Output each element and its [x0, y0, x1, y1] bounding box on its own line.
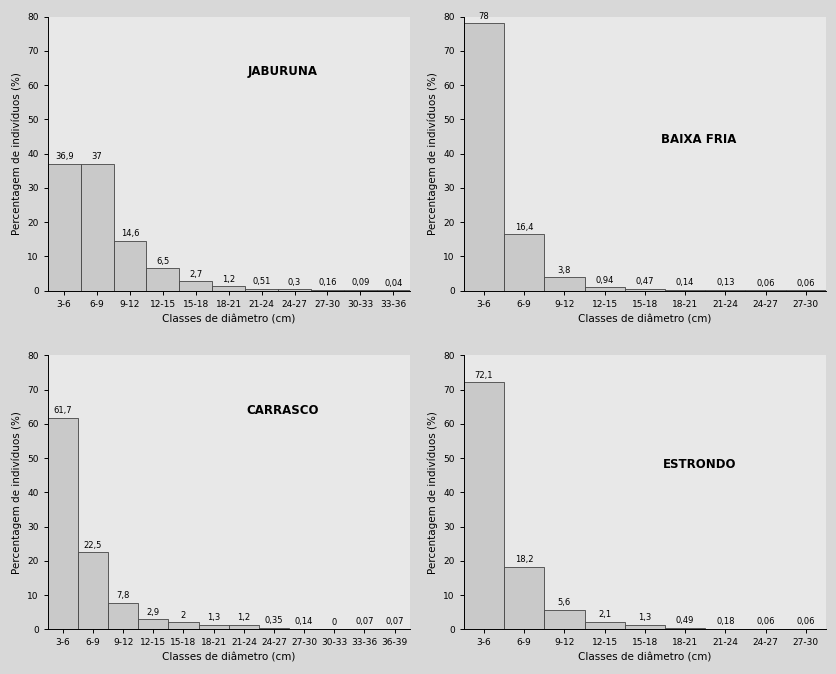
Text: 37: 37: [92, 152, 102, 161]
Text: 16,4: 16,4: [514, 222, 533, 232]
Text: 0: 0: [331, 617, 337, 627]
Bar: [258, 628, 288, 630]
Text: 6,5: 6,5: [156, 257, 170, 266]
Text: 0,04: 0,04: [384, 278, 402, 288]
Text: 1,2: 1,2: [237, 613, 250, 623]
Bar: [80, 164, 114, 290]
Bar: [78, 552, 108, 630]
Bar: [138, 619, 168, 630]
Text: 0,35: 0,35: [264, 616, 283, 625]
Text: 0,06: 0,06: [796, 617, 814, 626]
Bar: [503, 235, 543, 290]
X-axis label: Classes de diâmetro (cm): Classes de diâmetro (cm): [162, 653, 295, 663]
Text: 2: 2: [181, 611, 186, 619]
Bar: [278, 289, 311, 290]
Text: 22,5: 22,5: [84, 541, 102, 549]
Bar: [114, 241, 146, 290]
Bar: [198, 625, 228, 630]
Bar: [48, 164, 80, 290]
Bar: [543, 610, 584, 630]
Text: 61,7: 61,7: [54, 406, 72, 415]
Text: 0,94: 0,94: [594, 276, 613, 284]
Text: 72,1: 72,1: [474, 371, 492, 379]
Bar: [168, 623, 198, 630]
Bar: [463, 382, 503, 630]
Bar: [503, 567, 543, 630]
Text: 18,2: 18,2: [514, 555, 533, 564]
Y-axis label: Percentagem de indivíduos (%): Percentagem de indivíduos (%): [426, 72, 437, 235]
Bar: [463, 24, 503, 290]
Text: 5,6: 5,6: [557, 599, 570, 607]
Text: 7,8: 7,8: [116, 591, 130, 600]
Text: 1,3: 1,3: [638, 613, 650, 622]
Bar: [108, 603, 138, 630]
Text: 0,07: 0,07: [385, 617, 404, 626]
Text: 0,47: 0,47: [635, 277, 653, 286]
Text: 36,9: 36,9: [55, 152, 74, 161]
Text: 0,14: 0,14: [675, 278, 693, 287]
Text: 0,16: 0,16: [318, 278, 336, 287]
X-axis label: Classes de diâmetro (cm): Classes de diâmetro (cm): [578, 314, 711, 324]
Bar: [664, 627, 705, 630]
Text: 0,3: 0,3: [288, 278, 301, 286]
Bar: [146, 268, 179, 290]
Text: 1,2: 1,2: [222, 275, 235, 284]
Text: JABURUNA: JABURUNA: [247, 65, 318, 78]
Bar: [624, 289, 664, 290]
Y-axis label: Percentagem de indivíduos (%): Percentagem de indivíduos (%): [11, 411, 22, 574]
Text: 0,06: 0,06: [756, 617, 774, 626]
Text: 0,51: 0,51: [252, 277, 271, 286]
Text: 0,49: 0,49: [675, 616, 693, 625]
Text: 0,18: 0,18: [716, 617, 734, 626]
Bar: [212, 286, 245, 290]
Text: ESTRONDO: ESTRONDO: [661, 458, 735, 471]
Text: 14,6: 14,6: [120, 228, 139, 238]
Text: 0,07: 0,07: [354, 617, 374, 626]
Bar: [624, 625, 664, 630]
Bar: [228, 625, 258, 630]
Text: 78: 78: [478, 11, 489, 21]
Text: 2,9: 2,9: [146, 608, 160, 617]
X-axis label: Classes de diâmetro (cm): Classes de diâmetro (cm): [578, 653, 711, 663]
Text: 3,8: 3,8: [557, 266, 570, 275]
X-axis label: Classes de diâmetro (cm): Classes de diâmetro (cm): [162, 314, 295, 324]
Text: 2,7: 2,7: [189, 270, 202, 278]
Bar: [179, 281, 212, 290]
Text: CARRASCO: CARRASCO: [247, 404, 319, 417]
Y-axis label: Percentagem de indivíduos (%): Percentagem de indivíduos (%): [11, 72, 22, 235]
Text: 1,3: 1,3: [206, 613, 220, 622]
Bar: [584, 622, 624, 630]
Bar: [245, 288, 278, 290]
Bar: [48, 418, 78, 630]
Text: 2,1: 2,1: [598, 611, 610, 619]
Text: 0,09: 0,09: [351, 278, 370, 287]
Text: 0,06: 0,06: [756, 278, 774, 288]
Text: BAIXA FRIA: BAIXA FRIA: [660, 133, 736, 146]
Text: 0,14: 0,14: [294, 617, 313, 626]
Bar: [543, 278, 584, 290]
Bar: [584, 287, 624, 290]
Y-axis label: Percentagem de indivíduos (%): Percentagem de indivíduos (%): [426, 411, 437, 574]
Text: 0,13: 0,13: [716, 278, 734, 287]
Text: 0,06: 0,06: [796, 278, 814, 288]
